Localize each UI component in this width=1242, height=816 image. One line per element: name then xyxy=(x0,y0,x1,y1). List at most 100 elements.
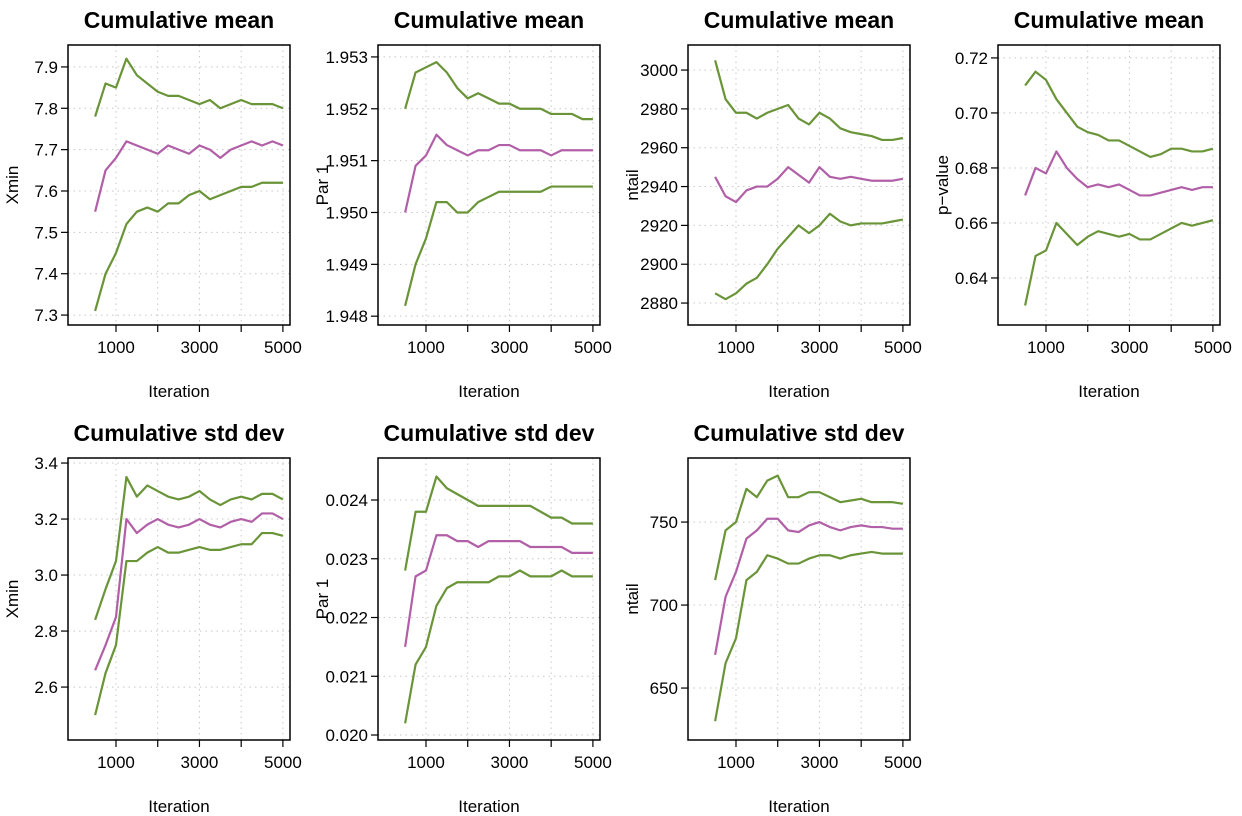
y-tick-label: 0.021 xyxy=(325,667,368,686)
series-line xyxy=(1024,219,1214,306)
y-tick-label: 3.0 xyxy=(34,566,58,585)
panel: Cumulative std dev 1000 3000 5000 2.6 2.8 3.0 3… xyxy=(3,420,302,816)
panel-title: Cumulative mean xyxy=(394,7,584,33)
series-line xyxy=(404,569,593,724)
y-axis-label: Xmin xyxy=(3,166,22,205)
series-line xyxy=(94,531,284,716)
y-tick-label: 2980 xyxy=(640,100,678,119)
y-tick-label: 750 xyxy=(650,513,678,532)
series-line xyxy=(94,181,283,312)
y-tick-label: 0.020 xyxy=(325,726,368,745)
y-tick-label: 1.949 xyxy=(325,255,368,274)
y-axis-label: ntail xyxy=(623,583,642,614)
x-tick-label: 3000 xyxy=(801,338,839,357)
x-tick-label: 3000 xyxy=(181,753,219,772)
panel: Cumulative std dev 1000 3000 5000 650 700 750 I… xyxy=(623,420,922,816)
x-tick-label: 3000 xyxy=(1111,338,1149,357)
plot-frame xyxy=(377,457,601,741)
series-line xyxy=(404,475,593,571)
plot-frame xyxy=(687,457,911,741)
x-axis-label: Iteration xyxy=(458,797,519,816)
y-tick-label: 3000 xyxy=(640,61,678,80)
y-tick-label: 7.4 xyxy=(34,265,58,284)
x-tick-label: 3000 xyxy=(801,753,839,772)
y-tick-label: 1.953 xyxy=(325,48,368,67)
y-tick-label: 7.8 xyxy=(34,99,58,118)
x-tick-label: 1000 xyxy=(1027,338,1065,357)
x-tick-label: 1000 xyxy=(407,753,445,772)
y-tick-label: 0.022 xyxy=(325,609,368,628)
y-tick-label: 1.951 xyxy=(325,152,368,171)
x-tick-label: 5000 xyxy=(1194,338,1232,357)
panel-title: Cumulative std dev xyxy=(694,420,905,446)
x-axis-label: Iteration xyxy=(768,797,829,816)
y-tick-label: 0.70 xyxy=(955,104,988,123)
plot-frame xyxy=(687,44,911,326)
y-tick-label: 2940 xyxy=(640,178,678,197)
panel: Cumulative mean 1000 3000 5000 1.948 1.949 1.9… xyxy=(313,7,612,401)
y-tick-label: 0.023 xyxy=(325,550,368,569)
y-tick-label: 650 xyxy=(650,679,678,698)
plot-frame xyxy=(67,44,291,326)
panel: Cumulative std dev 1000 3000 5000 0.020 0.021… xyxy=(313,420,612,816)
x-tick-label: 1000 xyxy=(717,753,755,772)
y-axis-label: ntail xyxy=(623,169,642,200)
y-tick-label: 2.6 xyxy=(34,678,58,697)
y-tick-label: 7.7 xyxy=(34,141,58,160)
y-tick-label: 7.3 xyxy=(34,306,58,325)
panel: Cumulative mean 1000 3000 5000 7.3 7.4 7.5 7.6 7… xyxy=(3,7,302,401)
panel-title: Cumulative mean xyxy=(84,7,274,33)
y-tick-label: 7.6 xyxy=(34,182,58,201)
series-line xyxy=(404,133,593,213)
panel-title: Cumulative std dev xyxy=(74,420,285,446)
y-tick-label: 2900 xyxy=(640,255,678,274)
series-line xyxy=(94,57,284,117)
plot-frame xyxy=(377,44,601,326)
panel-title: Cumulative mean xyxy=(1014,7,1204,33)
x-tick-label: 5000 xyxy=(884,338,922,357)
panel: Cumulative mean 1000 3000 5000 0.64 0.66 0.68 0… xyxy=(933,7,1232,401)
series-line xyxy=(94,140,284,212)
y-tick-label: 2.8 xyxy=(34,622,58,641)
series-line xyxy=(714,166,904,204)
x-axis-label: Iteration xyxy=(458,382,519,401)
y-axis-label: Par 1 xyxy=(313,165,332,206)
x-tick-label: 3000 xyxy=(491,753,529,772)
x-tick-label: 5000 xyxy=(884,753,922,772)
panel-title: Cumulative std dev xyxy=(384,420,595,446)
x-tick-label: 5000 xyxy=(264,338,302,357)
y-axis-label: Xmin xyxy=(3,580,22,619)
series-line xyxy=(714,550,903,722)
y-tick-label: 1.948 xyxy=(325,307,368,326)
y-tick-label: 3.4 xyxy=(34,454,58,473)
y-tick-label: 2880 xyxy=(640,294,678,313)
plot-frame xyxy=(67,457,291,741)
plot-frame xyxy=(997,44,1221,326)
series-line xyxy=(714,212,904,301)
y-tick-label: 7.9 xyxy=(34,58,58,77)
y-tick-label: 0.64 xyxy=(955,269,988,288)
series-line xyxy=(404,61,593,121)
y-tick-label: 1.952 xyxy=(325,100,368,119)
x-tick-label: 5000 xyxy=(574,753,612,772)
series-line xyxy=(1024,150,1213,197)
x-axis-label: Iteration xyxy=(1078,382,1139,401)
y-axis-label: Par 1 xyxy=(313,579,332,620)
x-tick-label: 3000 xyxy=(491,338,529,357)
y-tick-label: 0.024 xyxy=(325,491,368,510)
series-line xyxy=(94,475,284,621)
x-axis-label: Iteration xyxy=(768,382,829,401)
x-axis-label: Iteration xyxy=(148,382,209,401)
x-tick-label: 1000 xyxy=(717,338,755,357)
panel-title: Cumulative mean xyxy=(704,7,894,33)
x-tick-label: 1000 xyxy=(97,338,135,357)
series-line xyxy=(404,534,593,648)
x-tick-label: 1000 xyxy=(407,338,445,357)
y-tick-label: 3.2 xyxy=(34,510,58,529)
series-line xyxy=(94,512,284,671)
y-tick-label: 7.5 xyxy=(34,223,58,242)
y-tick-label: 2920 xyxy=(640,216,678,235)
series-line xyxy=(404,185,593,307)
